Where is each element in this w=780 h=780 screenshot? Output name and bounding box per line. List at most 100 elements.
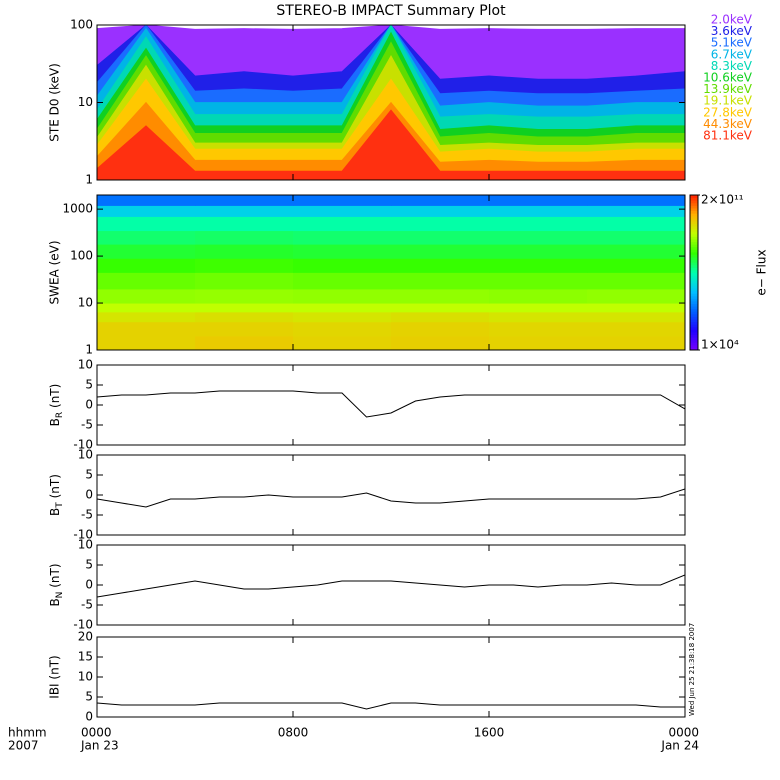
flux-cell bbox=[293, 216, 392, 232]
plot-area bbox=[97, 195, 685, 350]
flux-cell bbox=[489, 335, 588, 350]
date-label: Jan 24 bbox=[660, 739, 699, 753]
panel-frame bbox=[96, 364, 686, 446]
flux-cell bbox=[97, 258, 196, 273]
y-tick-label: 0 bbox=[85, 578, 93, 592]
legend-entry: 10.6keV bbox=[703, 71, 753, 85]
colorbar-step bbox=[690, 244, 698, 248]
x-tick-label: 0800 bbox=[278, 726, 309, 740]
flux-cell bbox=[587, 335, 685, 350]
flux-cell bbox=[391, 230, 490, 245]
legend-entry: 2.0keV bbox=[711, 13, 753, 27]
colorbar-step bbox=[690, 326, 698, 330]
colorbar-step bbox=[690, 324, 698, 328]
colorbar-step bbox=[690, 280, 698, 284]
colorbar-step bbox=[690, 251, 698, 255]
colorbar-step bbox=[690, 295, 698, 299]
colorbar-step bbox=[690, 223, 698, 227]
field-line bbox=[97, 702, 685, 710]
y-tick-label: 10 bbox=[78, 538, 93, 552]
colorbar-step bbox=[690, 290, 698, 294]
field-line bbox=[97, 390, 685, 418]
y-tick-label: 10 bbox=[78, 448, 93, 462]
flux-cell bbox=[97, 335, 196, 350]
label-base: B bbox=[48, 598, 62, 606]
flux-cell bbox=[293, 335, 392, 350]
flux-cell bbox=[97, 272, 196, 290]
flux-cell bbox=[587, 311, 685, 323]
flux-cell bbox=[195, 205, 294, 217]
flux-cell bbox=[195, 303, 294, 313]
colorbar-step bbox=[690, 226, 698, 230]
colorbar-step bbox=[690, 300, 698, 304]
y-tick-label: 10 bbox=[78, 95, 93, 109]
flux-cell bbox=[391, 258, 490, 273]
y-tick-label: 10 bbox=[78, 670, 93, 684]
colorbar-step bbox=[690, 303, 698, 307]
colorbar-step bbox=[690, 347, 698, 351]
colorbar-step bbox=[690, 202, 698, 206]
label-sub: R bbox=[55, 412, 65, 418]
colorbar-label: e− Flux bbox=[755, 249, 769, 295]
colorbar-step bbox=[690, 231, 698, 235]
colorbar-step bbox=[690, 275, 698, 279]
flux-cell bbox=[587, 258, 685, 273]
flux-cell bbox=[587, 216, 685, 232]
y-axis-label: BT (nT) bbox=[48, 474, 65, 516]
flux-cell bbox=[391, 195, 490, 206]
flux-cell bbox=[293, 244, 392, 259]
colorbar-step bbox=[690, 331, 698, 335]
flux-cell bbox=[195, 288, 294, 304]
flux-cell bbox=[293, 258, 392, 273]
colorbar-tick-label: 1×10⁴ bbox=[701, 338, 739, 352]
time-unit-label: hhmm bbox=[8, 726, 47, 740]
y-tick-label: 100 bbox=[70, 249, 93, 263]
legend-entry: 19.1keV bbox=[703, 94, 753, 108]
plot-area bbox=[97, 702, 685, 710]
colorbar-step bbox=[690, 339, 698, 343]
label-sub: N bbox=[55, 592, 65, 599]
flux-cell bbox=[587, 303, 685, 313]
colorbar-step bbox=[690, 254, 698, 258]
colorbar-step bbox=[690, 337, 698, 341]
flux-cell bbox=[97, 288, 196, 304]
flux-cell bbox=[391, 244, 490, 259]
y-axis-label: SWEA (eV) bbox=[48, 240, 62, 304]
x-tick-label: 0000 bbox=[668, 726, 699, 740]
colorbar-step bbox=[690, 282, 698, 286]
flux-cell bbox=[97, 303, 196, 313]
y-tick-label: 1 bbox=[85, 173, 93, 187]
flux-cell bbox=[293, 205, 392, 217]
colorbar-step bbox=[690, 267, 698, 271]
flux-cell bbox=[195, 258, 294, 273]
flux-cell bbox=[195, 272, 294, 290]
flux-cell bbox=[391, 205, 490, 217]
panel-frame bbox=[96, 454, 686, 536]
colorbar-step bbox=[690, 215, 698, 219]
colorbar-step bbox=[690, 319, 698, 323]
y-axis-label: IBI (nT) bbox=[48, 655, 62, 698]
colorbar-step bbox=[690, 238, 698, 242]
x-tick-label: 1600 bbox=[474, 726, 505, 740]
legend-entry: 27.8keV bbox=[703, 105, 753, 119]
flux-cell bbox=[97, 205, 196, 217]
label-unit: (nT) bbox=[48, 474, 62, 498]
colorbar-step bbox=[690, 205, 698, 209]
colorbar-step bbox=[690, 285, 698, 289]
channel-area bbox=[97, 109, 685, 180]
flux-cell bbox=[97, 311, 196, 323]
label-unit: (nT) bbox=[48, 563, 62, 587]
field-line bbox=[97, 488, 685, 508]
colorbar-step bbox=[690, 321, 698, 325]
colorbar-step bbox=[690, 246, 698, 250]
y-tick-label: 1000 bbox=[62, 202, 93, 216]
colorbar-step bbox=[690, 207, 698, 211]
flux-cell bbox=[489, 258, 588, 273]
flux-cell bbox=[489, 244, 588, 259]
flux-cell bbox=[195, 311, 294, 323]
flux-cell bbox=[587, 321, 685, 337]
legend-entry: 81.1keV bbox=[703, 129, 753, 143]
y-axis-label: BR (nT) bbox=[48, 384, 65, 427]
plot-area bbox=[97, 25, 685, 180]
